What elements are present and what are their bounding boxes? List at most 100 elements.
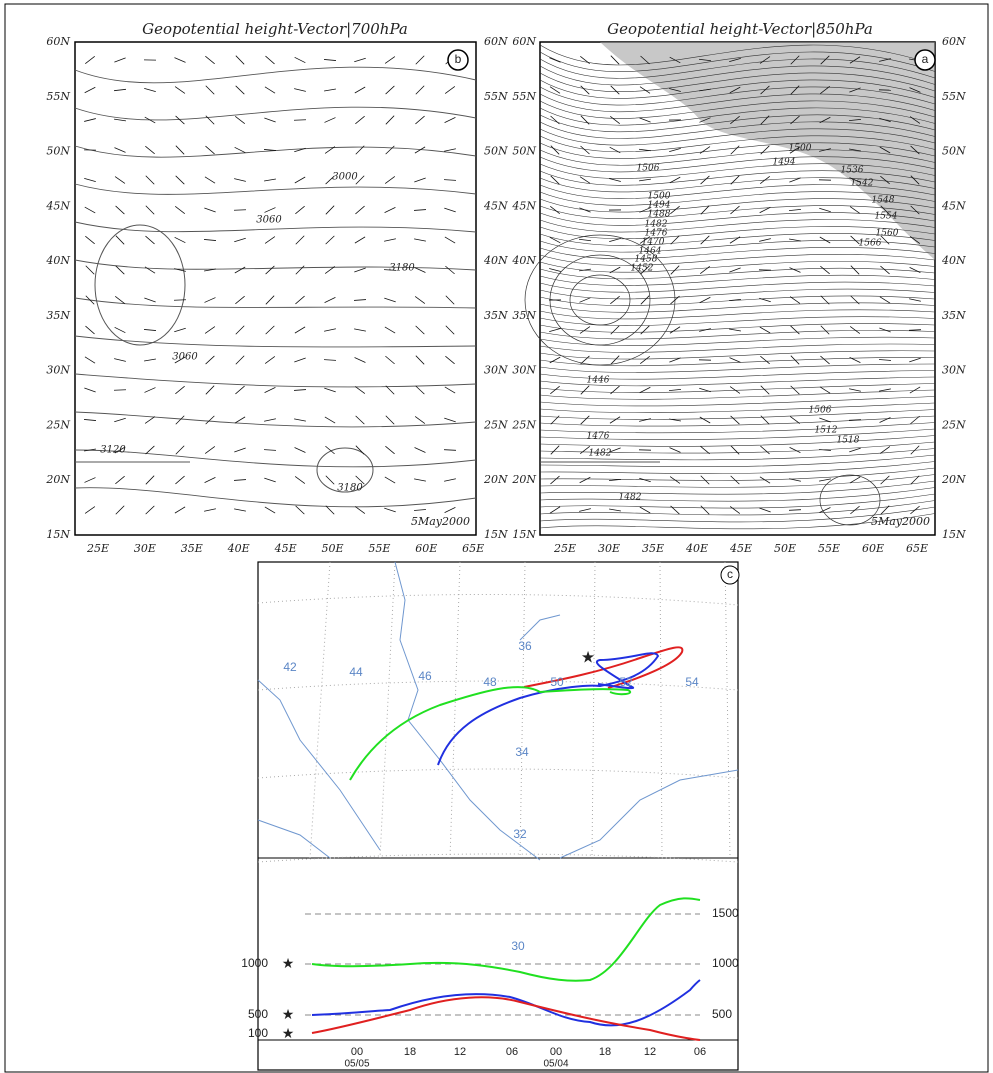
lat-label: 15N	[46, 528, 70, 541]
wind-arrow	[444, 207, 456, 213]
wind-arrow	[550, 445, 560, 455]
lat-label: 25N	[511, 418, 536, 431]
wind-arrow	[849, 476, 861, 484]
contour	[74, 335, 477, 348]
wind-arrow	[385, 115, 395, 125]
contour	[539, 302, 936, 313]
wind-arrow	[444, 117, 456, 123]
wind-arrow	[639, 117, 651, 123]
wind-arrow	[384, 56, 396, 64]
wind-arrow	[384, 507, 396, 513]
wind-arrow	[205, 415, 215, 425]
wind-arrow	[789, 146, 801, 154]
height-label: 500	[712, 1007, 732, 1021]
contour	[569, 274, 631, 326]
wind-arrow	[205, 55, 215, 65]
wind-arrow	[295, 235, 305, 245]
wind-arrow	[638, 148, 652, 152]
wind-arrow	[145, 505, 155, 515]
wind-arrow	[608, 479, 622, 481]
wind-arrow	[729, 357, 741, 363]
contour	[539, 149, 936, 166]
contour-label: 3000	[332, 172, 358, 183]
lat-label: 60N	[512, 35, 536, 48]
wind-arrow	[264, 418, 276, 422]
wind-arrow	[265, 295, 275, 305]
lat-label: 32	[513, 827, 527, 841]
wind-arrow	[354, 86, 366, 94]
wind-arrow	[699, 266, 711, 274]
wind-arrow	[640, 55, 650, 65]
contour	[539, 107, 936, 126]
wind-arrow	[174, 327, 186, 333]
time-tick: 00	[351, 1046, 363, 1058]
contour	[539, 309, 936, 320]
wind-arrow	[114, 118, 126, 122]
wind-arrow	[639, 386, 651, 394]
contours-a	[524, 44, 936, 530]
wind-arrow	[730, 475, 740, 485]
lat-label: 55N	[942, 90, 966, 103]
wind-arrow	[445, 295, 455, 305]
wind-arrow	[609, 266, 621, 274]
wind-arrow	[205, 355, 215, 365]
contour	[539, 156, 936, 173]
lat-label: 30N	[46, 364, 70, 377]
wind-arrow	[444, 386, 456, 394]
wind-arrow	[700, 235, 710, 245]
wind-arrow	[354, 267, 366, 273]
wind-arrow	[144, 416, 156, 424]
height-reference-lines	[305, 913, 700, 1016]
wind-arrow	[265, 265, 275, 275]
lat-label: 30N	[512, 364, 536, 377]
wind-arrow	[294, 147, 306, 153]
wind-arrow	[114, 326, 126, 334]
wind-arrow	[85, 265, 95, 275]
wind-arrow	[84, 356, 96, 364]
wind-arrow	[789, 238, 801, 242]
wind-arrow	[174, 506, 186, 514]
lon-label: 46	[418, 669, 432, 683]
wind-arrow	[790, 355, 800, 365]
wind-arrow	[324, 266, 336, 274]
lat-label: 55N	[512, 90, 536, 103]
wind-arrow	[324, 88, 336, 92]
wind-arrow	[353, 299, 367, 301]
wind-arrow	[850, 235, 860, 245]
lon-label: 60E	[862, 542, 884, 555]
wind-arrow	[849, 148, 861, 152]
wind-arrow	[549, 268, 561, 272]
wind-arrow	[264, 356, 276, 364]
contour	[539, 370, 936, 380]
contour	[539, 191, 936, 206]
wind-arrow	[550, 205, 560, 215]
contour	[74, 221, 477, 233]
wind-arrow	[820, 55, 830, 65]
wind-arrow	[729, 86, 741, 94]
wind-arrow	[144, 116, 156, 124]
wind-arrow	[205, 115, 215, 125]
wind-arrow	[550, 475, 560, 485]
wind-arrow	[144, 387, 156, 393]
contour	[539, 142, 936, 159]
contours-b	[74, 55, 477, 515]
wind-arrow	[579, 446, 591, 454]
wind-arrow	[444, 417, 456, 423]
panel-letter: b	[455, 52, 462, 66]
contour	[539, 121, 936, 139]
wind-arrow	[669, 56, 681, 64]
wind-arrow	[700, 475, 710, 485]
wind-arrow	[909, 87, 921, 93]
wind-arrow	[669, 418, 681, 422]
contour	[539, 415, 936, 427]
contour	[539, 389, 936, 400]
wind-arrow	[324, 416, 336, 424]
wind-arrow	[144, 266, 156, 274]
contour	[539, 409, 936, 420]
wind-arrow	[580, 145, 590, 155]
wind-arrow	[759, 507, 771, 513]
time-tick: 00	[550, 1046, 562, 1058]
wind-arrow	[145, 475, 155, 485]
wind-arrow	[413, 509, 427, 511]
